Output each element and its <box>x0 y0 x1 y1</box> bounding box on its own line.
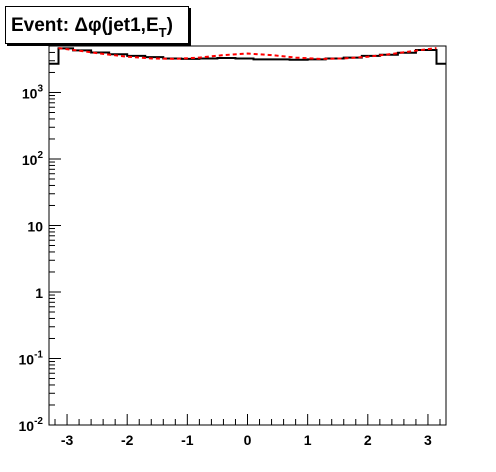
title-subscript: T <box>158 25 167 40</box>
y-tick-label: 10 <box>27 218 43 234</box>
plot-frame <box>48 45 447 426</box>
y-tick-label: 10-2 <box>19 416 44 434</box>
y-tick-label: 102 <box>22 150 44 168</box>
title-main: Event: Δφ(jet1,E <box>11 15 159 36</box>
x-tick-label: 2 <box>364 432 372 448</box>
title-close: ) <box>166 15 173 36</box>
x-tick-label: -2 <box>121 432 134 448</box>
title-box: Event: Δφ(jet1,ET) <box>5 6 189 44</box>
chart-title: Event: Δφ(jet1,ET) <box>11 15 173 40</box>
y-tick-label: 1 <box>35 285 43 301</box>
y-tick-label: 103 <box>22 83 44 101</box>
x-tick-label: 1 <box>304 432 312 448</box>
x-tick-label: -1 <box>181 432 194 448</box>
y-tick-label: 10-1 <box>19 349 44 367</box>
dashed-series <box>58 47 437 60</box>
histogram-series <box>49 47 446 65</box>
x-tick-label: 3 <box>424 432 432 448</box>
x-tick-label: -3 <box>61 432 74 448</box>
x-tick-label: 0 <box>244 432 252 448</box>
